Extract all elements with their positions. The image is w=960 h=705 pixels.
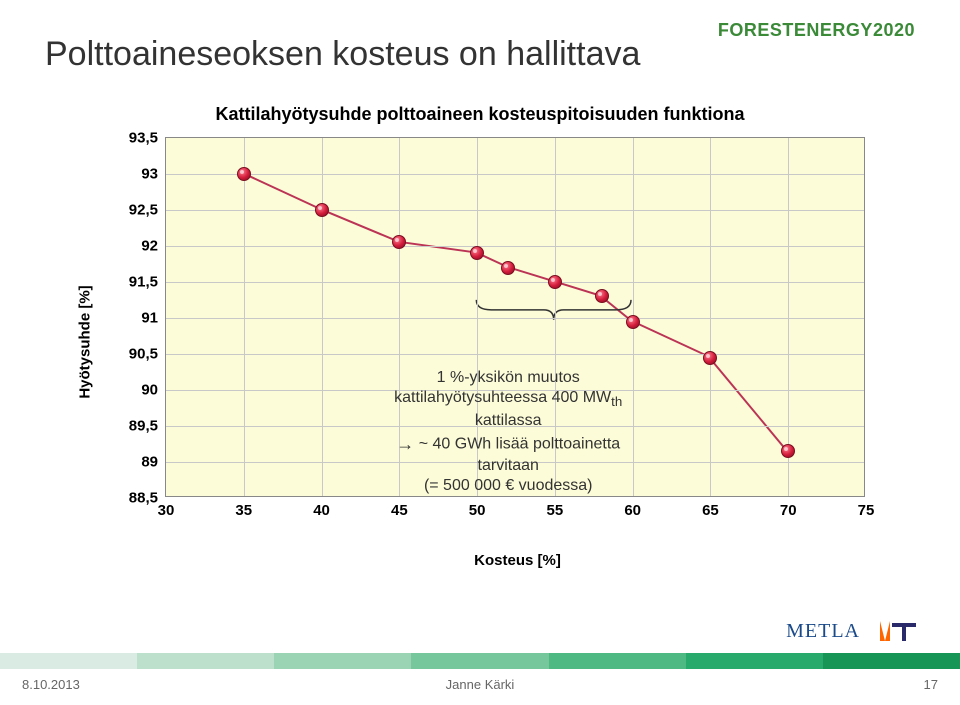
brand-logo: FORESTENERGY2020 [718,20,915,41]
x-tick-label: 65 [702,502,719,519]
x-tick-label: 75 [858,502,875,519]
y-tick-label: 91,5 [129,274,158,291]
footer-stripe [137,653,274,669]
y-tick-label: 90 [141,382,158,399]
x-axis-label: Kosteus [%] [165,552,870,569]
gridline-h [166,354,864,355]
footer-stripe [549,653,686,669]
y-tick-label: 93 [141,166,158,183]
gridline-h [166,318,864,319]
y-tick-label: 91 [141,310,158,327]
plot-outer: Hyötysuhde [%] 88,58989,59090,59191,5929… [90,137,870,547]
footer-stripe [0,653,137,669]
data-marker [595,289,609,303]
footer-stripe [823,653,960,669]
y-axis-label: Hyötysuhde [%] [77,285,94,398]
y-tick-label: 90,5 [129,346,158,363]
x-tick-label: 50 [469,502,486,519]
footer-stripe [411,653,548,669]
gridline-v [710,138,711,496]
brand-text-1: FORESTENERGY [718,20,873,40]
x-tick-label: 35 [235,502,252,519]
x-tick-label: 70 [780,502,797,519]
y-tick-label: 89,5 [129,418,158,435]
gridline-v [322,138,323,496]
x-tick-label: 40 [313,502,330,519]
footer-stripe [686,653,823,669]
footer: 8.10.2013 Janne Kärki 17 [0,653,960,705]
annotation-1: 1 %-yksikön muutoskattilahyötysuhteessa … [394,368,622,431]
data-marker [470,246,484,260]
data-marker [703,351,717,365]
y-tick-label: 92,5 [129,202,158,219]
x-tick-label: 45 [391,502,408,519]
chart-title: Kattilahyötysuhde polttoaineen kosteuspi… [90,104,870,125]
gridline-h [166,246,864,247]
gridline-h [166,210,864,211]
gridline-v [244,138,245,496]
footer-bar: 8.10.2013 Janne Kärki 17 [0,669,960,705]
gridline-h [166,174,864,175]
data-marker [501,261,515,275]
x-tick-label: 55 [547,502,564,519]
gridline-h [166,282,864,283]
footer-stripes [0,653,960,669]
y-tick-label: 93,5 [129,130,158,147]
partner-logos: METLA [786,617,920,645]
footer-stripe [274,653,411,669]
brand-text-2: 2020 [873,20,915,40]
x-tick-label: 30 [158,502,175,519]
footer-page: 17 [924,677,938,692]
footer-author: Janne Kärki [0,677,960,692]
y-tick-label: 92 [141,238,158,255]
data-marker [781,444,795,458]
data-marker [392,235,406,249]
chart: Kattilahyötysuhde polttoaineen kosteuspi… [90,104,870,547]
plot-area: 88,58989,59090,59191,59292,59393,5303540… [165,137,865,497]
data-marker [237,167,251,181]
vtt-logo [878,617,920,645]
y-tick-label: 88,5 [129,490,158,507]
y-tick-label: 89 [141,454,158,471]
data-marker [315,203,329,217]
metla-logo: METLA [786,620,860,643]
data-marker [548,275,562,289]
slide: FORESTENERGY2020 Polttoaineseoksen koste… [0,0,960,705]
data-marker [626,315,640,329]
annotation-2: → ~ 40 GWh lisää polttoainettatarvitaan(… [396,433,620,496]
x-tick-label: 60 [624,502,641,519]
gridline-v [788,138,789,496]
